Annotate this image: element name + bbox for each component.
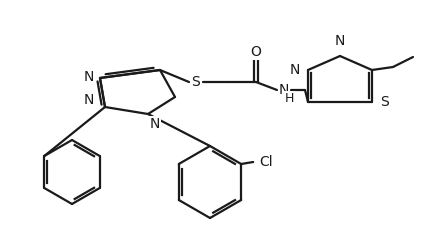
Text: N: N <box>335 34 345 48</box>
Text: S: S <box>192 75 201 89</box>
Text: N: N <box>290 63 300 77</box>
Text: O: O <box>251 45 262 59</box>
Text: N: N <box>150 117 160 131</box>
Text: S: S <box>380 95 389 109</box>
Text: Cl: Cl <box>259 155 273 169</box>
Text: N: N <box>279 83 289 97</box>
Text: H: H <box>285 91 294 104</box>
Text: N: N <box>84 70 94 84</box>
Text: N: N <box>84 93 94 107</box>
